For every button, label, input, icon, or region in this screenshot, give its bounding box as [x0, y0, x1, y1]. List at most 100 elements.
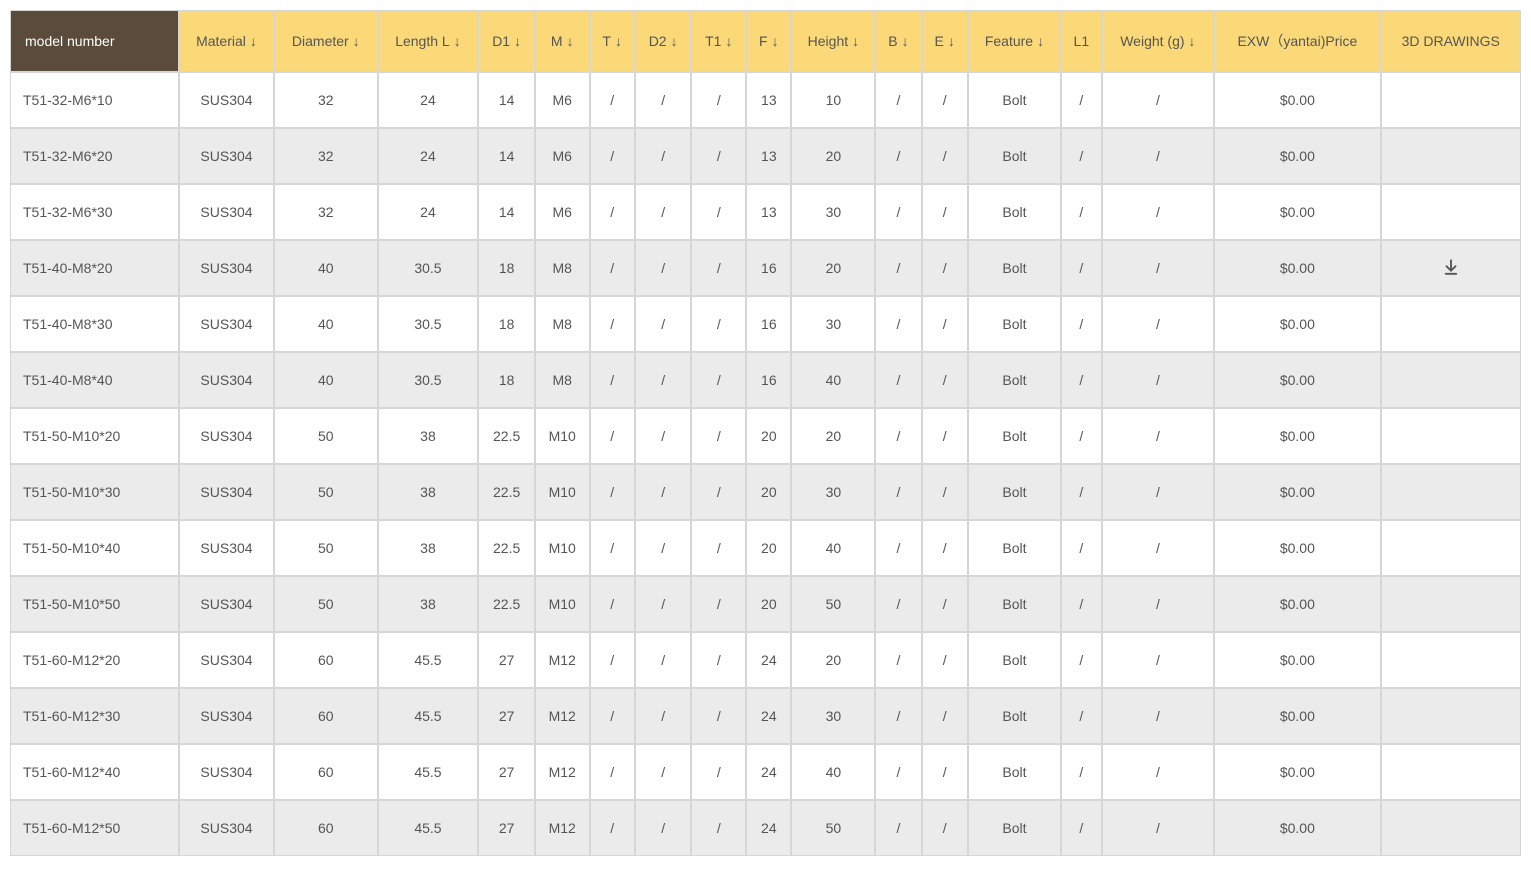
column-header-label: T: [602, 33, 611, 49]
column-header-feature[interactable]: Feature↓: [968, 10, 1061, 72]
cell-value: Bolt: [1002, 484, 1026, 500]
cell-model_number[interactable]: T51-60-M12*30: [10, 688, 179, 744]
cell-e: /: [922, 72, 968, 128]
cell-value: 27: [499, 764, 515, 780]
cell-m: M6: [535, 128, 590, 184]
cell-feature: Bolt: [968, 296, 1061, 352]
cell-price: $0.00: [1214, 352, 1380, 408]
table-row: T51-60-M12*50SUS3046045.527M12///2450//B…: [10, 800, 1521, 856]
cell-material: SUS304: [179, 408, 274, 464]
cell-model_number[interactable]: T51-32-M6*20: [10, 128, 179, 184]
column-header-label: 3D DRAWINGS: [1402, 33, 1500, 49]
cell-value: /: [897, 148, 901, 164]
cell-value: $0.00: [1280, 652, 1315, 668]
column-header-f[interactable]: F↓: [746, 10, 791, 72]
model-number-value: T51-50-M10*30: [23, 484, 120, 500]
cell-value: /: [943, 316, 947, 332]
cell-diameter: 40: [274, 296, 378, 352]
column-header-weight[interactable]: Weight (g)↓: [1102, 10, 1215, 72]
cell-model_number[interactable]: T51-32-M6*10: [10, 72, 179, 128]
column-header-diameter[interactable]: Diameter↓: [274, 10, 378, 72]
cell-f: 13: [746, 72, 791, 128]
cell-m: M10: [535, 464, 590, 520]
cell-l1: /: [1061, 184, 1102, 240]
cell-value: /: [897, 316, 901, 332]
cell-value: 10: [826, 92, 842, 108]
cell-value: /: [943, 708, 947, 724]
cell-value: SUS304: [200, 708, 252, 724]
cell-model_number[interactable]: T51-50-M10*20: [10, 408, 179, 464]
column-header-material[interactable]: Material↓: [179, 10, 274, 72]
cell-value: 22.5: [493, 540, 520, 556]
cell-height: 40: [791, 352, 875, 408]
cell-model_number[interactable]: T51-50-M10*40: [10, 520, 179, 576]
cell-value: /: [1156, 204, 1160, 220]
cell-value: SUS304: [200, 540, 252, 556]
cell-value: 50: [318, 540, 334, 556]
cell-value: /: [897, 204, 901, 220]
cell-length_l: 30.5: [378, 240, 479, 296]
cell-value: /: [661, 92, 665, 108]
column-header-b[interactable]: B↓: [875, 10, 921, 72]
cell-value: SUS304: [200, 764, 252, 780]
cell-f: 24: [746, 744, 791, 800]
cell-t: /: [590, 184, 635, 240]
cell-value: /: [610, 484, 614, 500]
download-icon[interactable]: [1442, 258, 1460, 276]
cell-drawings: [1381, 352, 1521, 408]
cell-e: /: [922, 352, 968, 408]
cell-model_number[interactable]: T51-40-M8*40: [10, 352, 179, 408]
cell-value: 30: [826, 484, 842, 500]
column-header-length_l[interactable]: Length L↓: [378, 10, 479, 72]
cell-value: /: [610, 596, 614, 612]
cell-model_number[interactable]: T51-60-M12*40: [10, 744, 179, 800]
cell-value: /: [1079, 428, 1083, 444]
column-header-d2[interactable]: D2↓: [635, 10, 692, 72]
column-header-label: Feature: [985, 33, 1033, 49]
column-header-e[interactable]: E↓: [922, 10, 968, 72]
cell-value: /: [1156, 820, 1160, 836]
cell-length_l: 38: [378, 408, 479, 464]
cell-l1: /: [1061, 72, 1102, 128]
cell-e: /: [922, 296, 968, 352]
column-header-t[interactable]: T↓: [590, 10, 635, 72]
cell-value: /: [1156, 428, 1160, 444]
cell-material: SUS304: [179, 128, 274, 184]
cell-model_number[interactable]: T51-40-M8*30: [10, 296, 179, 352]
cell-value: 50: [318, 596, 334, 612]
cell-model_number[interactable]: T51-50-M10*30: [10, 464, 179, 520]
cell-value: 18: [499, 372, 515, 388]
cell-value: SUS304: [200, 316, 252, 332]
cell-model_number[interactable]: T51-40-M8*20: [10, 240, 179, 296]
cell-value: /: [717, 372, 721, 388]
table-row: T51-50-M10*20SUS304503822.5M10///2020//B…: [10, 408, 1521, 464]
cell-value: 38: [420, 484, 436, 500]
cell-weight: /: [1102, 128, 1215, 184]
cell-value: /: [717, 820, 721, 836]
cell-price: $0.00: [1214, 240, 1380, 296]
cell-price: $0.00: [1214, 296, 1380, 352]
column-header-d1[interactable]: D1↓: [478, 10, 535, 72]
cell-value: 45.5: [414, 708, 441, 724]
cell-d2: /: [635, 800, 692, 856]
column-header-t1[interactable]: T1↓: [691, 10, 746, 72]
cell-value: 13: [761, 148, 777, 164]
cell-value: 14: [499, 92, 515, 108]
cell-model_number[interactable]: T51-50-M10*50: [10, 576, 179, 632]
cell-t: /: [590, 744, 635, 800]
cell-value: /: [610, 316, 614, 332]
cell-value: /: [897, 596, 901, 612]
cell-value: $0.00: [1280, 204, 1315, 220]
cell-value: Bolt: [1002, 260, 1026, 276]
cell-model_number[interactable]: T51-60-M12*50: [10, 800, 179, 856]
cell-drawings: [1381, 296, 1521, 352]
cell-l1: /: [1061, 744, 1102, 800]
column-header-height[interactable]: Height↓: [791, 10, 875, 72]
cell-e: /: [922, 408, 968, 464]
cell-price: $0.00: [1214, 688, 1380, 744]
table-row: T51-40-M8*40SUS3044030.518M8///1640//Bol…: [10, 352, 1521, 408]
cell-model_number[interactable]: T51-32-M6*30: [10, 184, 179, 240]
column-header-m[interactable]: M↓: [535, 10, 590, 72]
cell-value: /: [661, 708, 665, 724]
cell-model_number[interactable]: T51-60-M12*20: [10, 632, 179, 688]
